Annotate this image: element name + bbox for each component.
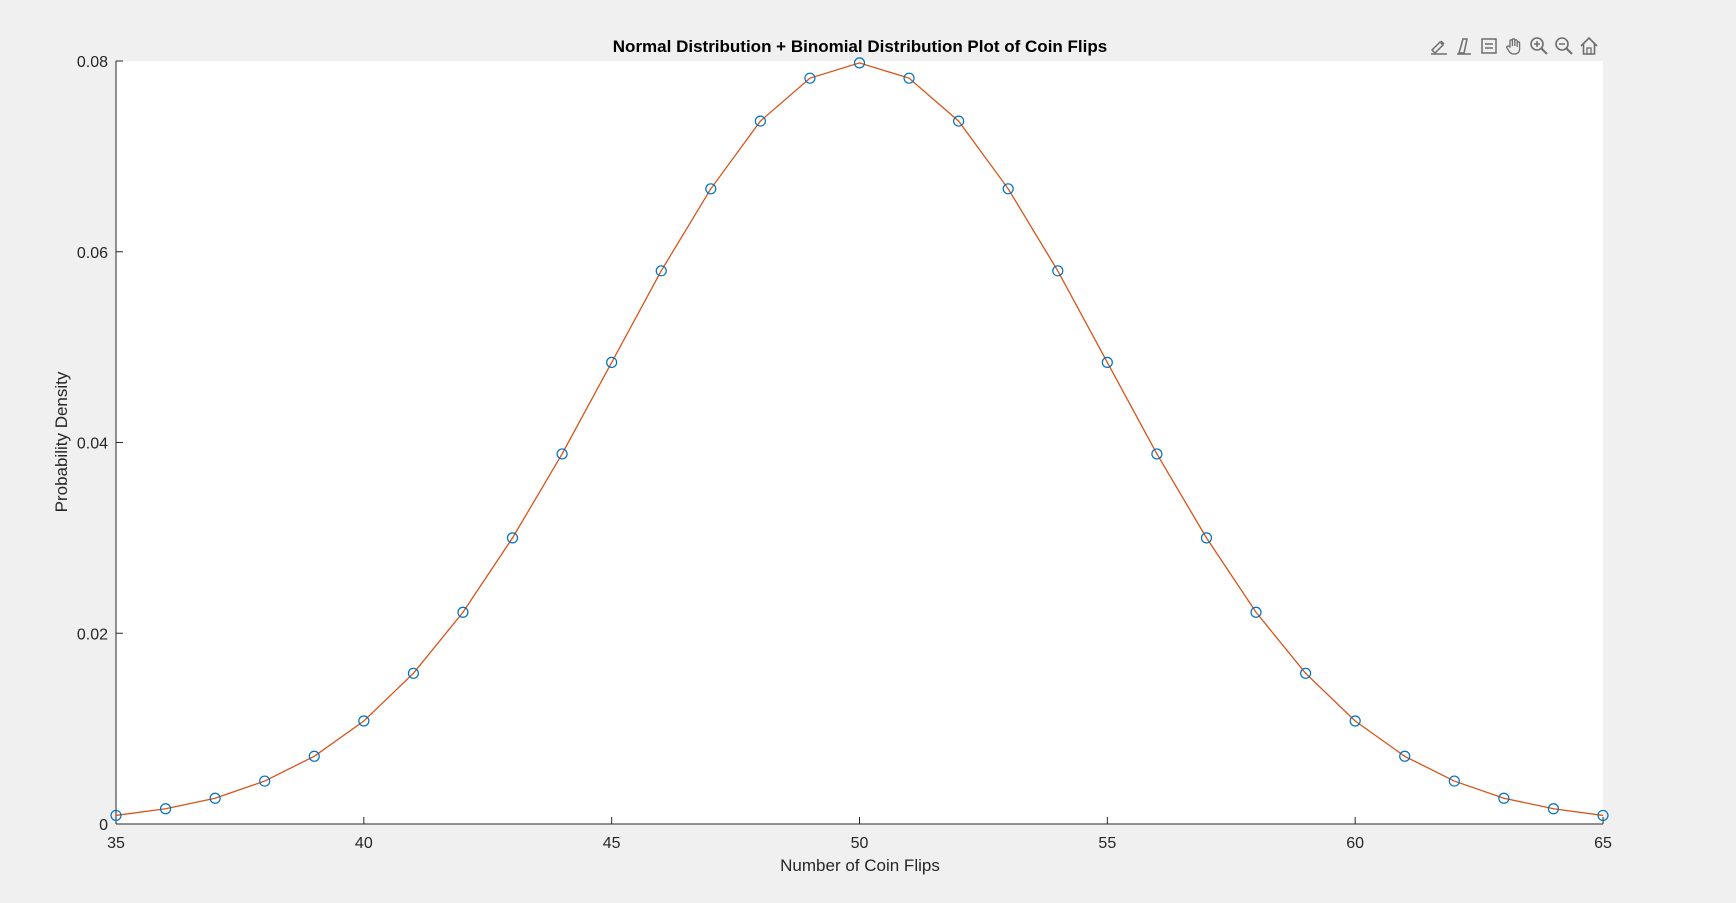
brush-icon[interactable] xyxy=(1428,35,1450,57)
binomial-marker-point xyxy=(606,356,618,368)
y-axis-label: Probability Density xyxy=(52,371,71,512)
binomial-marker-point xyxy=(457,606,469,618)
binomial-marker-point xyxy=(1052,265,1064,277)
x-axis-label: Number of Coin Flips xyxy=(780,856,940,875)
binomial-marker-point xyxy=(1597,809,1609,822)
binomial-marker-point xyxy=(1101,356,1113,368)
data-tips-icon[interactable] xyxy=(1453,35,1475,57)
binomial-marker-point xyxy=(407,667,419,679)
binomial-marker-point xyxy=(1547,803,1560,815)
binomial-marker-point xyxy=(556,448,568,460)
zoom-in-icon[interactable] xyxy=(1528,35,1550,57)
y-axis-ticks: 0 0.02 0.04 0.06 0.08 xyxy=(77,54,123,834)
axes-toolbar xyxy=(1428,34,1600,58)
binomial-marker-point xyxy=(903,72,915,84)
binomial-marker-point xyxy=(655,265,667,277)
binomial-marker-point xyxy=(705,183,717,195)
zoom-out-icon[interactable] xyxy=(1553,35,1575,57)
normal-distribution-line xyxy=(115,62,1604,817)
binomial-marker-point xyxy=(159,803,172,815)
binomial-marker-point xyxy=(1498,792,1510,804)
binomial-marker-point xyxy=(1448,775,1460,787)
chart-title: Normal Distribution + Binomial Distribut… xyxy=(613,37,1107,56)
y-tick-label: 0.02 xyxy=(77,626,108,643)
x-tick-label: 45 xyxy=(603,835,621,852)
binomial-marker-point xyxy=(1151,448,1163,460)
binomial-marker-point xyxy=(110,809,122,822)
datatip-list-icon[interactable] xyxy=(1478,35,1500,57)
binomial-marker-point xyxy=(953,115,965,127)
binomial-marker-point xyxy=(853,57,866,69)
binomial-marker-point xyxy=(308,750,320,762)
y-tick-label: 0.04 xyxy=(77,436,108,453)
binomial-marker-point xyxy=(1349,715,1361,727)
x-tick-label: 40 xyxy=(355,835,373,852)
binomial-marker-point xyxy=(506,532,519,544)
binomial-marker-point xyxy=(1250,606,1262,618)
binomial-marker-point xyxy=(1299,667,1312,679)
x-tick-label: 65 xyxy=(1594,835,1612,852)
x-tick-label: 35 xyxy=(107,835,125,852)
plot-series[interactable] xyxy=(110,57,1609,822)
binomial-marker-point xyxy=(1002,183,1014,195)
y-tick-label: 0.06 xyxy=(77,245,108,262)
binomial-marker-point xyxy=(1200,532,1213,544)
binomial-marker-point xyxy=(1399,750,1411,762)
x-tick-label: 55 xyxy=(1098,835,1116,852)
y-tick-label: 0.08 xyxy=(77,54,108,71)
binomial-marker-point xyxy=(259,775,271,787)
y-tick-label: 0 xyxy=(99,817,108,834)
binomial-marker-point xyxy=(804,72,816,84)
x-tick-label: 50 xyxy=(851,835,869,852)
x-tick-label: 60 xyxy=(1346,835,1364,852)
x-axis-ticks: 35 40 45 50 55 60 65 xyxy=(107,817,1612,852)
binomial-marker-point xyxy=(358,715,370,727)
pan-hand-icon[interactable] xyxy=(1503,35,1525,57)
axes-background xyxy=(116,61,1603,824)
binomial-marker-point xyxy=(209,792,221,804)
home-icon[interactable] xyxy=(1578,35,1600,57)
binomial-marker-point xyxy=(754,115,766,127)
